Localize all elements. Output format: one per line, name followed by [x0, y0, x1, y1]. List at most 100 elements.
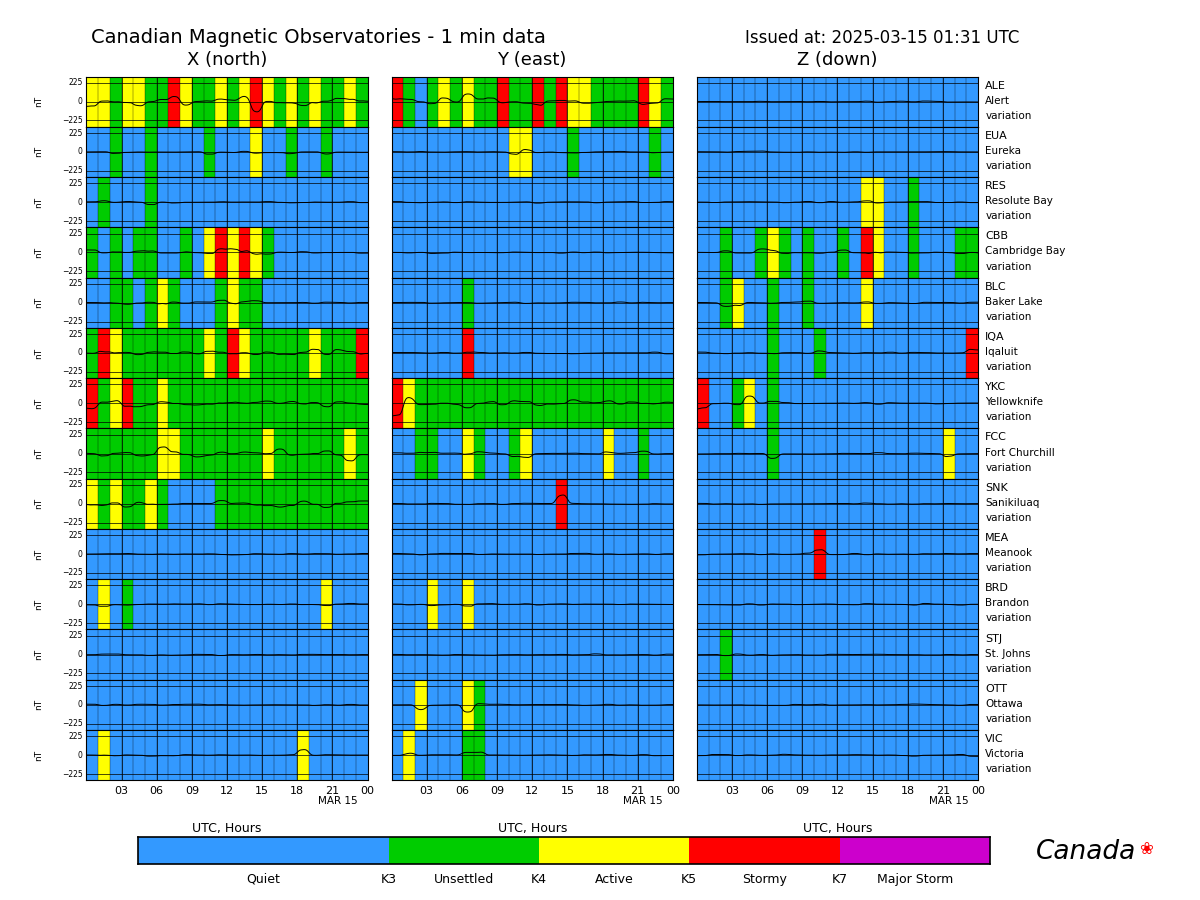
Bar [403, 378, 415, 428]
Bar [943, 378, 954, 428]
Bar [227, 428, 239, 479]
Bar [850, 730, 860, 780]
Bar [744, 76, 755, 127]
Bar [568, 730, 580, 780]
Bar [180, 228, 192, 277]
Bar [884, 629, 896, 680]
Text: 0: 0 [78, 399, 83, 408]
Bar [320, 680, 332, 730]
Bar [262, 177, 274, 228]
Bar [320, 580, 332, 629]
Bar [556, 177, 568, 228]
Text: Canadian Magnetic Observatories - 1 min data: Canadian Magnetic Observatories - 1 min … [90, 28, 546, 48]
Text: 0: 0 [78, 550, 83, 559]
Text: 225: 225 [68, 681, 83, 690]
Bar [755, 177, 767, 228]
Bar [532, 277, 544, 328]
Bar [649, 378, 661, 428]
Bar [602, 580, 614, 629]
Bar [121, 680, 133, 730]
Bar [509, 328, 521, 378]
Bar [779, 177, 791, 228]
Bar [767, 629, 779, 680]
Bar [192, 328, 204, 378]
Bar [614, 228, 626, 277]
Text: nT: nT [34, 598, 43, 610]
Bar [180, 76, 192, 127]
Bar [580, 76, 590, 127]
Bar [532, 328, 544, 378]
Bar [427, 629, 438, 680]
Bar [310, 529, 320, 580]
Bar [286, 529, 298, 580]
Bar [274, 277, 286, 328]
Bar [697, 177, 708, 228]
Bar [931, 228, 943, 277]
Bar [509, 428, 521, 479]
Bar [286, 127, 298, 177]
Text: variation: variation [985, 212, 1032, 221]
Text: STJ: STJ [985, 634, 1002, 643]
Text: −225: −225 [62, 317, 83, 326]
Bar [803, 479, 814, 529]
Bar [332, 277, 344, 328]
Bar [814, 730, 826, 780]
Bar [826, 529, 838, 580]
Bar [896, 680, 907, 730]
Bar [779, 580, 791, 629]
Bar [474, 479, 485, 529]
Bar [391, 76, 403, 127]
Bar [389, 837, 539, 864]
Bar [157, 529, 168, 580]
Bar [791, 428, 803, 479]
Bar [872, 177, 884, 228]
Bar [509, 127, 521, 177]
Bar [637, 228, 649, 277]
Bar [661, 479, 673, 529]
Bar [544, 529, 556, 580]
Bar [803, 428, 814, 479]
Bar [954, 127, 966, 177]
Bar [614, 479, 626, 529]
Bar [145, 228, 157, 277]
Text: nT: nT [34, 297, 43, 309]
Bar [332, 529, 344, 580]
Text: nT: nT [34, 347, 43, 358]
Bar [121, 629, 133, 680]
Bar [872, 580, 884, 629]
Bar [192, 76, 204, 127]
Bar [626, 127, 637, 177]
Text: nT: nT [34, 699, 43, 710]
Bar [438, 580, 450, 629]
Bar [814, 529, 826, 580]
Bar [192, 479, 204, 529]
Bar [310, 76, 320, 127]
Bar [732, 529, 744, 580]
Bar [943, 228, 954, 277]
Bar [403, 730, 415, 780]
Bar [614, 378, 626, 428]
Bar [826, 177, 838, 228]
Bar [415, 680, 427, 730]
Bar [415, 629, 427, 680]
Bar [966, 127, 978, 177]
Bar [532, 479, 544, 529]
Bar [180, 127, 192, 177]
Text: CBB: CBB [985, 231, 1008, 241]
Bar [803, 629, 814, 680]
Bar [98, 127, 110, 177]
Bar [860, 328, 872, 378]
Bar [521, 76, 533, 127]
Bar [403, 328, 415, 378]
Bar [204, 529, 215, 580]
Bar [462, 730, 474, 780]
Bar [180, 328, 192, 378]
Bar [544, 479, 556, 529]
Bar [919, 378, 931, 428]
Bar [590, 529, 602, 580]
Bar [720, 428, 732, 479]
Bar [509, 228, 521, 277]
Bar [438, 378, 450, 428]
Text: 0: 0 [78, 751, 83, 760]
Bar [755, 127, 767, 177]
